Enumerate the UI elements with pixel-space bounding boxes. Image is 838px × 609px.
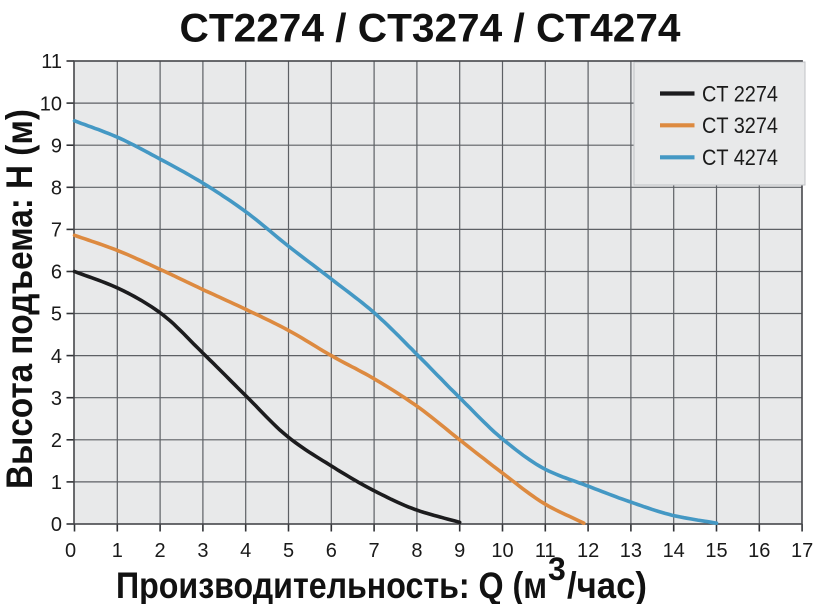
svg-text:CT 4274: CT 4274: [702, 145, 778, 170]
svg-text:3: 3: [197, 540, 208, 562]
svg-text:17: 17: [791, 540, 813, 562]
svg-text:1: 1: [112, 540, 123, 562]
svg-text:CT 2274: CT 2274: [702, 81, 778, 106]
svg-text:3: 3: [51, 388, 62, 410]
svg-text:1: 1: [51, 472, 62, 494]
svg-text:2: 2: [51, 430, 62, 452]
svg-text:CT2274 / CT3274 / CT4274: CT2274 / CT3274 / CT4274: [180, 7, 682, 51]
svg-text:10: 10: [491, 540, 513, 562]
svg-text:3: 3: [548, 551, 566, 587]
svg-text:5: 5: [283, 540, 294, 562]
svg-text:8: 8: [51, 178, 62, 200]
svg-text:6: 6: [51, 262, 62, 284]
svg-text:Производительность: Q (м: Производительность: Q (м: [116, 565, 547, 604]
svg-text:12: 12: [577, 540, 599, 562]
svg-text:4: 4: [51, 346, 62, 368]
svg-text:9: 9: [51, 135, 62, 157]
svg-text:CT 3274: CT 3274: [702, 113, 778, 138]
svg-text:6: 6: [326, 540, 337, 562]
svg-text:7: 7: [51, 220, 62, 242]
svg-text:0: 0: [51, 514, 62, 536]
svg-text:0: 0: [65, 540, 76, 562]
svg-text:15: 15: [705, 540, 727, 562]
svg-text:11: 11: [41, 51, 62, 73]
svg-text:/час): /час): [567, 565, 647, 604]
svg-text:Высота подъема: Н (м): Высота подъема: Н (м): [0, 109, 40, 489]
svg-text:13: 13: [620, 540, 642, 562]
svg-text:2: 2: [155, 540, 166, 562]
svg-text:4: 4: [240, 540, 251, 562]
svg-text:14: 14: [663, 540, 685, 562]
svg-text:9: 9: [454, 540, 465, 562]
svg-text:5: 5: [51, 304, 62, 326]
svg-text:10: 10: [40, 93, 62, 115]
svg-text:11: 11: [535, 540, 556, 562]
svg-text:16: 16: [748, 540, 770, 562]
svg-text:8: 8: [411, 540, 422, 562]
svg-text:7: 7: [369, 540, 380, 562]
